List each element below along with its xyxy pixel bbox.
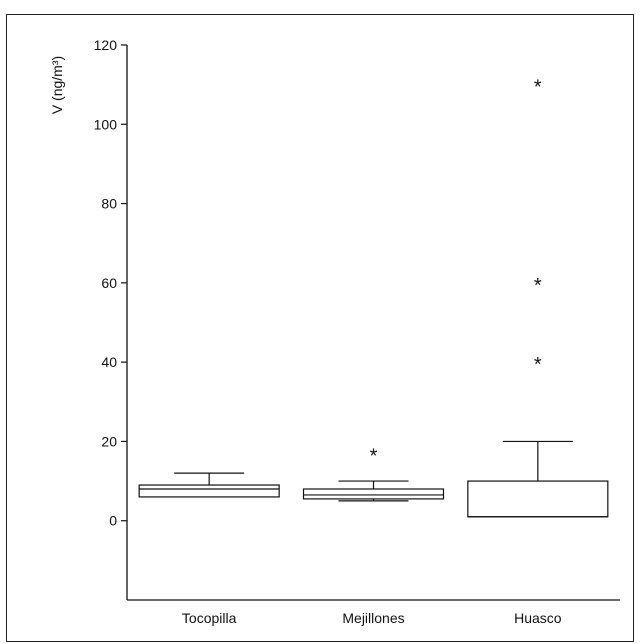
outlier-point: * (534, 77, 542, 99)
y-tick-label: 100 (94, 116, 118, 132)
y-tick-label: 80 (101, 196, 117, 212)
box-mejillones: * (302, 445, 445, 502)
x-tick-label: Huasco (514, 610, 562, 626)
outlier-point: * (534, 354, 542, 376)
outlier-point: * (370, 445, 378, 467)
box-iqr (467, 480, 609, 518)
y-axis-label: V (ng/m³) (49, 56, 65, 114)
chart-frame (6, 14, 634, 642)
box-iqr (302, 488, 445, 500)
y-tick-label: 40 (101, 354, 117, 370)
box-tocopilla (138, 472, 280, 498)
box-iqr (138, 484, 280, 498)
x-tick-label: Tocopilla (182, 610, 237, 626)
y-tick-label: 0 (109, 513, 117, 529)
y-tick-label: 60 (101, 275, 117, 291)
outlier-point: * (534, 275, 542, 297)
x-tick-label: Mejillones (342, 610, 404, 626)
box-huasco: * * * (467, 77, 609, 518)
y-tick-label: 120 (94, 37, 118, 53)
y-tick-label: 20 (101, 433, 117, 449)
